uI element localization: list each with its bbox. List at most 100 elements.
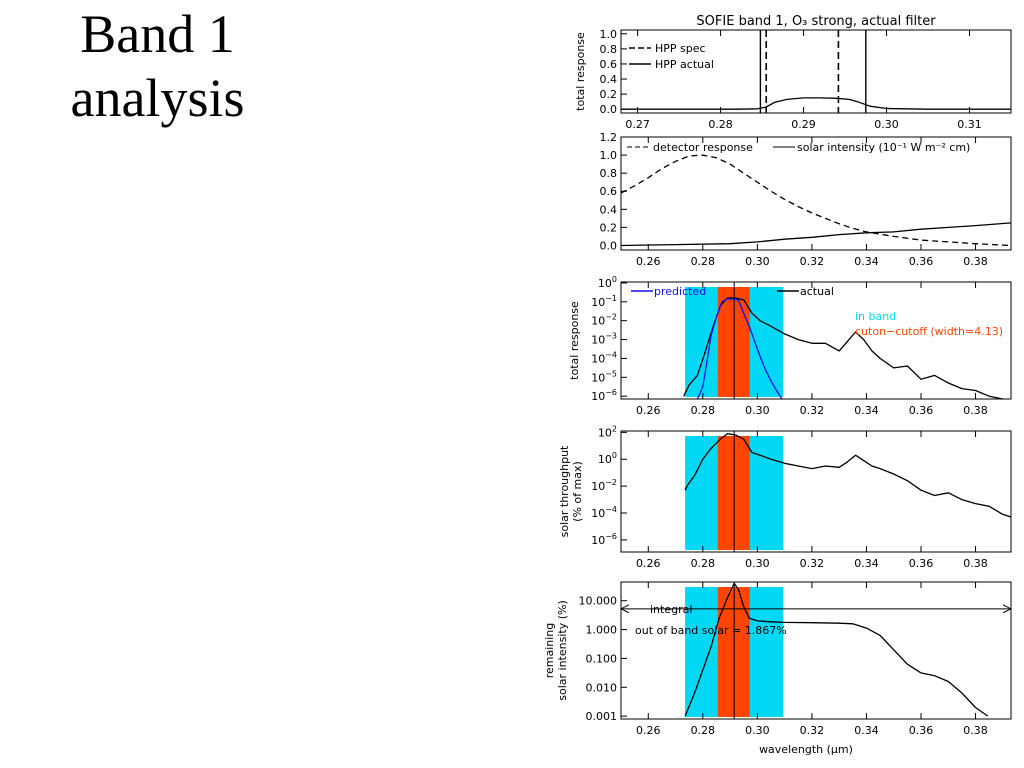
y-tick-exponent: −2 — [605, 478, 617, 487]
y-tick-label: 0.010 — [586, 681, 618, 694]
x-tick-label: 0.38 — [963, 404, 988, 417]
slide-title-line-1: Band 1 — [80, 4, 235, 64]
x-tick-label: 0.27 — [625, 118, 650, 131]
y-axis-label: solar throughput — [558, 445, 571, 537]
y-tick-label: 0.8 — [600, 167, 618, 180]
legend-cutoff-label: cuton−cutoff (width=4.13) — [855, 325, 1003, 338]
x-tick-label: 0.26 — [636, 724, 661, 737]
plot-frame — [620, 29, 1012, 114]
y-tick-label: 100 — [598, 275, 617, 290]
series-response-log-1 — [696, 298, 783, 400]
x-tick-label: 0.38 — [963, 255, 988, 268]
y-tick-label: 102 — [598, 424, 617, 439]
x-tick-label: 0.36 — [909, 255, 934, 268]
panel-remaining: 0.26 0.28 0.30 0.32 0.34 0.36 0.38 10.000 1.000 0… — [543, 581, 1013, 756]
y-tick-exponent: 0 — [612, 451, 617, 460]
y-tick-label: 10−6 — [591, 532, 617, 547]
slide-title-line-2: analysis — [70, 68, 245, 128]
y-axis-label-2: solar intensity (%) — [556, 600, 569, 701]
plot-frame — [620, 581, 1012, 720]
y-tick-exponent: −5 — [605, 369, 617, 378]
legend-detector-label: detector response — [653, 141, 753, 154]
legend-in-band-label: in band — [855, 310, 896, 323]
legend-predicted-label: predicted — [654, 285, 706, 298]
y-tick-label: 10−3 — [591, 332, 617, 347]
series-remaining-0 — [684, 582, 989, 717]
y-tick-label: 0.001 — [586, 710, 618, 723]
x-tick-label: 0.34 — [854, 404, 879, 417]
y-tick-label: 0.2 — [600, 221, 618, 234]
x-tick-label: 0.32 — [800, 404, 825, 417]
x-tick-label: 0.28 — [691, 557, 716, 570]
x-tick-label: 0.28 — [691, 724, 716, 737]
y-axis-label: total response — [574, 32, 587, 111]
x-tick-label: 0.34 — [854, 255, 879, 268]
x-tick-label: 0.32 — [800, 724, 825, 737]
y-tick-label: 1.2 — [600, 131, 618, 144]
y-tick-label: 0.6 — [600, 58, 618, 71]
x-axis-label: wavelength (μm) — [759, 743, 853, 756]
legend-hpp-actual-label: HPP actual — [655, 58, 714, 71]
y-tick-exponent: −4 — [605, 350, 617, 359]
y-tick-exponent: −3 — [605, 332, 617, 341]
y-tick-label: 10−6 — [591, 388, 617, 403]
series-filter-0 — [621, 97, 1011, 110]
y-tick-exponent: −6 — [605, 532, 617, 541]
x-tick-label: 0.28 — [691, 404, 716, 417]
y-tick-label: 1.0 — [600, 149, 618, 162]
y-tick-label: 0.8 — [600, 43, 618, 56]
y-tick-exponent: 0 — [612, 275, 617, 284]
plot-frame — [620, 281, 1012, 400]
y-tick-label: 0.0 — [600, 103, 618, 116]
series-throughput-0 — [684, 433, 1012, 518]
x-tick-label: 0.30 — [745, 404, 770, 417]
x-tick-label: 0.30 — [874, 118, 899, 131]
y-tick-label: 0.4 — [600, 203, 618, 216]
y-tick-label: 0.100 — [586, 652, 618, 665]
x-tick-label: 0.38 — [963, 557, 988, 570]
chart-title: SOFIE band 1, O₃ strong, actual filter — [696, 14, 936, 29]
y-tick-exponent: 2 — [612, 424, 617, 433]
y-tick-label: 10.000 — [579, 595, 618, 608]
x-tick-label: 0.32 — [800, 255, 825, 268]
x-tick-label: 0.29 — [791, 118, 816, 131]
annotation-integral: integral — [650, 603, 692, 616]
y-tick-label: 10−4 — [591, 505, 617, 520]
legend-actual-label: actual — [800, 285, 834, 298]
y-tick-label: 10−4 — [591, 350, 617, 365]
y-tick-label: 10−5 — [591, 369, 617, 384]
x-tick-label: 0.36 — [909, 404, 934, 417]
panel-throughput: 0.26 0.28 0.30 0.32 0.34 0.36 0.38 102 100 10−2 10… — [558, 424, 1012, 570]
x-tick-label: 0.38 — [963, 724, 988, 737]
x-tick-label: 0.30 — [745, 724, 770, 737]
legend-hpp-spec-label: HPP spec — [655, 42, 706, 55]
series-detector-solar-0 — [620, 154, 1012, 247]
x-tick-label: 0.31 — [957, 118, 982, 131]
y-tick-label: 10−1 — [591, 294, 617, 309]
y-tick-label: 100 — [598, 451, 617, 466]
x-tick-label: 0.26 — [636, 557, 661, 570]
y-tick-exponent: −1 — [605, 294, 617, 303]
annotation-out-of-band: out of band solar = 1.867% — [635, 624, 787, 637]
y-tick-label: 0.0 — [600, 239, 618, 252]
legend-solar-label: solar intensity (10⁻¹ W m⁻² cm) — [797, 141, 970, 154]
y-axis-label-2: (% of max) — [571, 461, 584, 522]
x-tick-label: 0.26 — [636, 404, 661, 417]
x-tick-label: 0.32 — [800, 557, 825, 570]
x-tick-label: 0.30 — [745, 255, 770, 268]
x-tick-label: 0.36 — [909, 557, 934, 570]
y-tick-exponent: −6 — [605, 388, 617, 397]
x-tick-label: 0.34 — [854, 557, 879, 570]
y-tick-label: 10−2 — [591, 478, 617, 493]
x-tick-label: 0.26 — [636, 255, 661, 268]
panel-detector-solar: 0.26 0.28 0.30 0.32 0.34 0.36 0.38 0.0 0.2 0.4 0.6… — [600, 131, 1012, 268]
y-tick-label: 0.2 — [600, 88, 618, 101]
x-tick-label: 0.30 — [745, 557, 770, 570]
y-tick-label: 1.000 — [586, 624, 618, 637]
plot-frame — [620, 136, 1012, 251]
plot-frame — [620, 430, 1012, 553]
x-tick-label: 0.34 — [854, 724, 879, 737]
panel-filter: 0.27 0.28 0.29 0.30 0.31 0.0 0.2 0.4 0.6 0.8 1.0 to… — [574, 14, 1012, 131]
y-tick-label: 1.0 — [600, 28, 618, 41]
